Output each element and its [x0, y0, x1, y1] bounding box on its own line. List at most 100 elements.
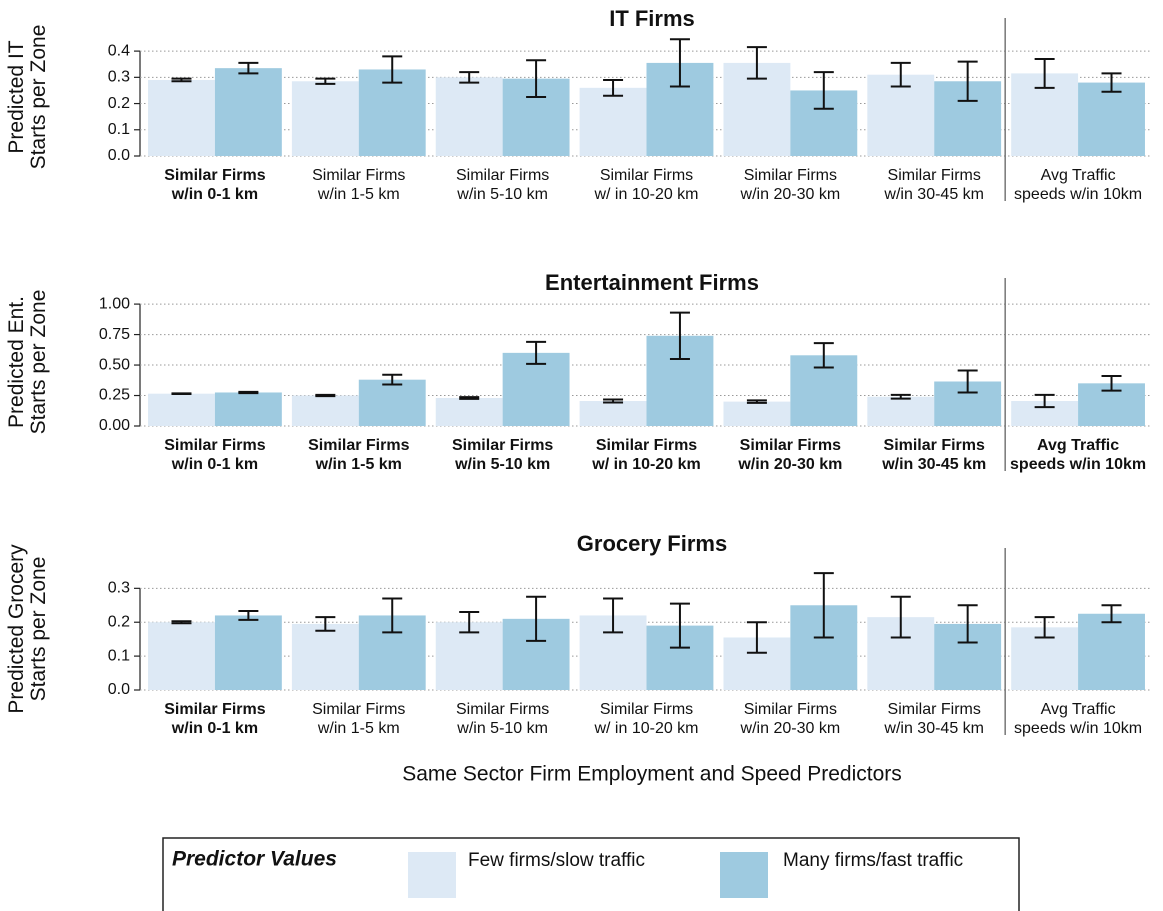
x-tick-label-line: w/in 1-5 km — [317, 720, 400, 737]
x-tick-label: Similar Firms w/in 20-30 km — [740, 701, 841, 737]
x-tick-label-line: Similar Firms — [308, 437, 409, 454]
y-axis-title: Predicted GroceryStarts per Zone — [5, 544, 50, 714]
bar — [291, 81, 359, 156]
x-tick-label: Similar Firms w/ in 10-20 km — [593, 701, 698, 737]
bar — [579, 87, 647, 156]
x-tick-label-line: w/in 5-10 km — [454, 456, 550, 473]
bar — [214, 68, 282, 156]
y-tick-label: 0.50 — [99, 356, 130, 373]
x-tick-label-line: Similar Firms — [452, 437, 553, 454]
y-axis-title-line: Starts per Zone — [27, 25, 50, 170]
y-axis-title: Predicted ITStarts per Zone — [5, 25, 50, 170]
x-tick-label-line: Similar Firms — [744, 167, 837, 184]
legend-box — [162, 837, 1020, 911]
x-tick-label: Similar Firms w/in 1-5 km — [312, 701, 405, 737]
x-tick-label-line: w/in 20-30 km — [740, 720, 841, 737]
x-tick-label-line: w/ in 10-20 km — [593, 186, 698, 203]
x-tick-label-line: w/in 30-45 km — [883, 186, 984, 203]
legend-label: Few firms/slow traffic — [468, 850, 645, 871]
y-axis-title-line: Predicted Ent. — [5, 296, 28, 428]
y-tick-label: 0.4 — [108, 42, 130, 59]
y-tick-label: 0.00 — [99, 417, 130, 434]
x-tick-label-line: w/in 5-10 km — [456, 720, 548, 737]
x-tick-label-line: w/in 1-5 km — [317, 186, 400, 203]
chart-title: Grocery Firms — [577, 531, 727, 556]
x-tick-label-line: Similar Firms — [600, 701, 693, 718]
x-tick-label-line: Avg Traffic — [1037, 437, 1119, 454]
y-tick-label: 1.00 — [99, 295, 130, 312]
x-tick-label-line: Similar Firms — [164, 701, 265, 718]
x-tick-label: Similar Firms w/in 20-30 km — [740, 167, 841, 203]
x-tick-label: Similar Firms w/in 5-10 km — [452, 437, 553, 473]
y-axis-title-line: Starts per Zone — [27, 290, 50, 435]
bar — [214, 392, 282, 426]
legend-title: Predictor Values — [172, 848, 337, 871]
x-tick-label-line: w/in 0-1 km — [171, 720, 258, 737]
x-axis-title: Same Sector Firm Employment and Speed Pr… — [402, 763, 902, 786]
bar — [502, 352, 570, 426]
bar — [579, 401, 647, 426]
bar — [358, 379, 426, 426]
bar — [867, 74, 935, 156]
x-tick-label-line: speeds w/in 10km — [1014, 186, 1142, 203]
x-tick-label-line: w/in 30-45 km — [881, 456, 986, 473]
bar — [291, 623, 359, 690]
x-tick-label-line: Similar Firms — [456, 167, 549, 184]
y-tick-label: 0.1 — [108, 647, 130, 664]
bar — [148, 393, 215, 426]
x-tick-label: Similar Firms w/in 30-45 km — [883, 167, 984, 203]
x-tick-label: Similar Firms w/in 0-1 km — [164, 437, 265, 473]
x-tick-label-line: w/in 5-10 km — [456, 186, 548, 203]
x-tick-label-line: Similar Firms — [596, 437, 697, 454]
bar — [867, 396, 935, 426]
x-tick-label-line: w/ in 10-20 km — [593, 720, 698, 737]
x-tick-label-line: speeds w/in 10km — [1014, 720, 1142, 737]
x-tick-label-line: speeds w/in 10km — [1010, 456, 1146, 473]
bar — [435, 622, 503, 690]
bar — [148, 622, 215, 690]
x-tick-label: Avg Traffic speeds w/in 10km — [1010, 437, 1146, 473]
bar — [148, 79, 215, 156]
x-tick-label-line: w/in 20-30 km — [737, 456, 842, 473]
legend-swatch — [720, 852, 768, 898]
y-tick-label: 0.75 — [99, 326, 130, 343]
x-tick-label: Similar Firms w/in 1-5 km — [312, 167, 405, 203]
x-tick-label-line: Similar Firms — [456, 701, 549, 718]
x-tick-label-line: w/in 0-1 km — [171, 456, 258, 473]
x-tick-label-line: w/in 0-1 km — [171, 186, 258, 203]
bar — [1078, 613, 1145, 690]
legend-label: Many firms/fast traffic — [783, 850, 963, 871]
y-axis-title: Predicted Ent.Starts per Zone — [5, 290, 50, 435]
x-tick-label: Similar Firms w/in 30-45 km — [883, 701, 984, 737]
y-tick-label: 0.3 — [108, 69, 130, 86]
bar — [1078, 82, 1145, 156]
x-tick-label: Similar Firms w/ in 10-20 km — [591, 437, 701, 473]
x-tick-label-line: w/in 20-30 km — [740, 186, 841, 203]
y-tick-label: 0.2 — [108, 95, 130, 112]
x-tick-label: Similar Firms w/in 1-5 km — [308, 437, 409, 473]
y-axis-title-line: Predicted IT — [5, 40, 28, 153]
x-tick-label-line: w/ in 10-20 km — [591, 456, 701, 473]
x-tick-label: Similar Firms w/in 5-10 km — [456, 701, 549, 737]
x-tick-label: Similar Firms w/in 20-30 km — [737, 437, 842, 473]
x-tick-label-line: Similar Firms — [164, 167, 265, 184]
x-tick-label-line: Similar Firms — [164, 437, 265, 454]
bar — [214, 615, 282, 690]
legend-swatch — [408, 852, 456, 898]
bar — [435, 397, 503, 426]
y-axis-title-line: Starts per Zone — [27, 557, 50, 702]
y-tick-label: 0.0 — [108, 147, 130, 164]
y-tick-label: 0.2 — [108, 613, 130, 630]
x-tick-label-line: Similar Firms — [600, 167, 693, 184]
y-tick-label: 0.3 — [108, 580, 130, 597]
x-tick-label-line: Avg Traffic — [1041, 701, 1116, 718]
x-tick-label-line: Similar Firms — [312, 701, 405, 718]
x-tick-label: Avg Traffic speeds w/in 10km — [1014, 167, 1142, 203]
y-tick-label: 0.1 — [108, 121, 130, 138]
x-tick-label: Similar Firms w/in 0-1 km — [164, 701, 265, 737]
x-tick-label: Avg Traffic speeds w/in 10km — [1014, 701, 1142, 737]
x-tick-label-line: w/in 30-45 km — [883, 720, 984, 737]
chart-title: Entertainment Firms — [545, 270, 759, 295]
x-tick-label: Similar Firms w/ in 10-20 km — [593, 167, 698, 203]
x-tick-label-line: Similar Firms — [888, 167, 981, 184]
